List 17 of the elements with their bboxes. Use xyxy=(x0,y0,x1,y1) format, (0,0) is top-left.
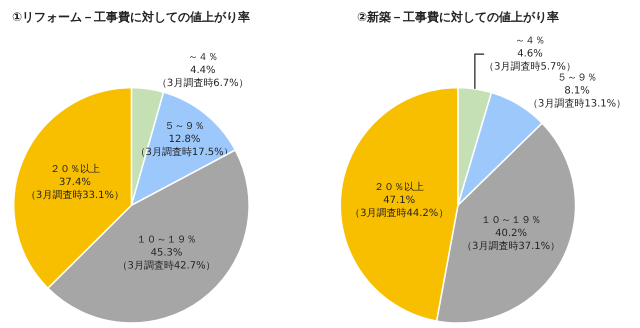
data-label: 37.4% （3月調査時33.1%） xyxy=(26,176,124,201)
slice-label: ２０％以上 xyxy=(50,162,100,175)
data-label: 47.1% （3月調査時44.2%） xyxy=(350,194,448,219)
data-label: 45.3% （3月調査時42.7%） xyxy=(117,247,216,272)
data-label: 4.6% （3月調査時5.7%） xyxy=(484,48,576,73)
slice-label: ５～９％ xyxy=(164,121,205,132)
data-label: 8.1% （3月調査時13.1%） xyxy=(528,86,626,110)
slice-label: １０～１９％ xyxy=(481,215,542,226)
slice-label: ２０％以上 xyxy=(374,180,424,193)
slice-label: ～４％ xyxy=(188,52,218,64)
chart-title: ②新築－工事費に対しての値上がり率 xyxy=(357,10,560,24)
data-label: 40.2% （3月調査時37.1%） xyxy=(462,228,560,252)
data-label: 4.4% （3月調査時6.7%） xyxy=(156,65,249,90)
slice-label: １０～１９％ xyxy=(136,234,197,246)
slice-label: ５～９％ xyxy=(557,72,598,84)
slice-label: ～４％ xyxy=(514,36,545,47)
chart-title: ①リフォーム－工事費に対しての値上がり率 xyxy=(12,10,250,24)
